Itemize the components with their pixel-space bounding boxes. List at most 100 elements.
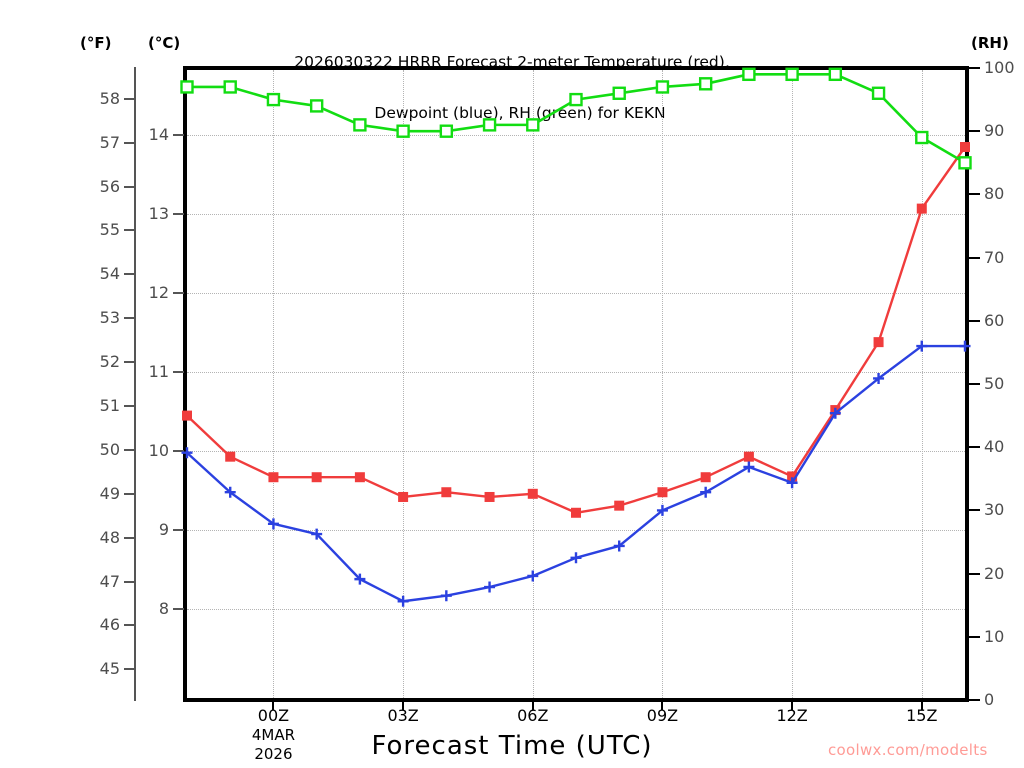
fahrenheit-tick (124, 141, 135, 144)
x-axis-tick (531, 700, 534, 710)
vertical-gridline (532, 70, 535, 698)
vertical-gridline (403, 70, 405, 698)
celsius-tick (173, 529, 184, 532)
data-point-marker (873, 372, 885, 384)
rh-tick (968, 572, 980, 575)
x-axis-tick-label: 03Z (387, 706, 419, 725)
watermark-link[interactable]: coolwx.com/modelts (828, 741, 988, 759)
horizontal-gridline (187, 135, 965, 137)
rh-tick (968, 256, 980, 259)
fahrenheit-tick (124, 448, 135, 451)
rh-tick-label: 80 (984, 184, 1005, 204)
horizontal-gridline (187, 214, 965, 216)
fahrenheit-tick (124, 580, 135, 583)
data-point-marker (441, 487, 452, 498)
date-month-day: 4MAR (251, 726, 296, 744)
x-axis-title: Forecast Time (UTC) (371, 731, 653, 761)
celsius-tick-label: 10 (148, 441, 169, 461)
celsius-tick-label: 9 (158, 520, 169, 540)
data-point-marker (830, 405, 841, 416)
fahrenheit-tick-label: 53 (99, 308, 120, 328)
horizontal-gridline (187, 293, 965, 295)
rh-tick-label: 100 (984, 58, 1015, 77)
celsius-tick (173, 371, 184, 374)
data-point-marker (354, 472, 365, 483)
fahrenheit-tick-label: 57 (99, 132, 120, 152)
fahrenheit-tick-label: 55 (99, 220, 120, 240)
fahrenheit-tick-label: 50 (99, 439, 120, 459)
celsius-tick-label: 12 (148, 283, 169, 303)
fahrenheit-tick-label: 46 (99, 615, 120, 635)
rh-tick-label: 0 (984, 690, 995, 709)
fahrenheit-tick (124, 361, 135, 364)
celsius-axis-unit: (°C) (148, 34, 181, 52)
series-dewpoint (181, 340, 971, 607)
rh-axis-line (965, 66, 969, 702)
rh-tick-label: 30 (984, 500, 1005, 520)
series-line (186, 146, 966, 514)
data-point-marker (224, 486, 236, 498)
rh-tick-label: 20 (984, 563, 1005, 583)
horizontal-gridline (187, 530, 965, 532)
fahrenheit-tick-label: 47 (99, 571, 120, 591)
data-point-marker (700, 486, 712, 498)
rh-tick-label: 90 (984, 121, 1005, 141)
data-point-marker (571, 507, 581, 518)
data-point-marker (613, 540, 625, 552)
chart-title-line-2: Dewpoint (blue), RH (green) for KEKN (374, 104, 666, 122)
x-axis-tick-label: 15Z (906, 706, 938, 725)
celsius-tick (173, 450, 184, 453)
celsius-tick-label: 11 (148, 362, 169, 382)
rh-tick-label: 10 (984, 626, 1005, 646)
plot-top-border (183, 66, 969, 70)
plot-bottom-border (183, 698, 969, 702)
rh-tick (968, 635, 980, 638)
celsius-tick (173, 608, 184, 611)
fahrenheit-tick (124, 624, 135, 627)
fahrenheit-tick (124, 97, 135, 100)
data-point-marker (614, 500, 625, 511)
series-temperature (182, 142, 970, 518)
vertical-gridline (792, 70, 794, 698)
fahrenheit-tick-label: 49 (99, 483, 120, 503)
fahrenheit-tick-label: 51 (99, 395, 120, 415)
fahrenheit-tick-label: 52 (99, 352, 120, 372)
horizontal-gridline (187, 451, 965, 453)
vertical-gridline (273, 70, 275, 698)
rh-tick-label: 50 (984, 374, 1005, 393)
rh-tick (968, 130, 980, 133)
x-axis-tick (272, 700, 275, 710)
series-line (186, 344, 965, 603)
data-point-marker (743, 451, 754, 462)
fahrenheit-axis-line (134, 67, 136, 701)
rh-tick (968, 383, 980, 385)
data-point-marker (440, 590, 452, 602)
data-point-marker (354, 573, 366, 585)
rh-tick (968, 319, 980, 322)
x-axis-date-stack: 4MAR 2026 (238, 726, 308, 764)
fahrenheit-tick (124, 185, 135, 188)
fahrenheit-tick-label: 58 (99, 88, 120, 108)
fahrenheit-tick-label: 48 (99, 527, 120, 547)
fahrenheit-tick (124, 273, 135, 276)
horizontal-gridline (187, 372, 965, 374)
fahrenheit-tick (124, 229, 135, 232)
fahrenheit-axis-unit: (°F) (80, 34, 112, 52)
fahrenheit-tick-label: 45 (99, 659, 120, 679)
rh-tick-label: 60 (984, 310, 1005, 330)
rh-tick (968, 509, 980, 512)
x-axis-tick (791, 700, 794, 710)
fahrenheit-tick (124, 404, 135, 407)
horizontal-gridline (187, 609, 965, 611)
fahrenheit-tick-label: 56 (99, 176, 120, 196)
data-point-marker (700, 472, 711, 483)
vertical-gridline (662, 70, 664, 698)
fahrenheit-tick (124, 668, 135, 671)
data-point-marker (873, 337, 884, 348)
rh-tick (968, 193, 980, 196)
data-point-marker (829, 407, 841, 419)
celsius-tick-label: 14 (148, 125, 169, 145)
x-axis-tick (661, 700, 664, 710)
date-year: 2026 (254, 745, 293, 763)
